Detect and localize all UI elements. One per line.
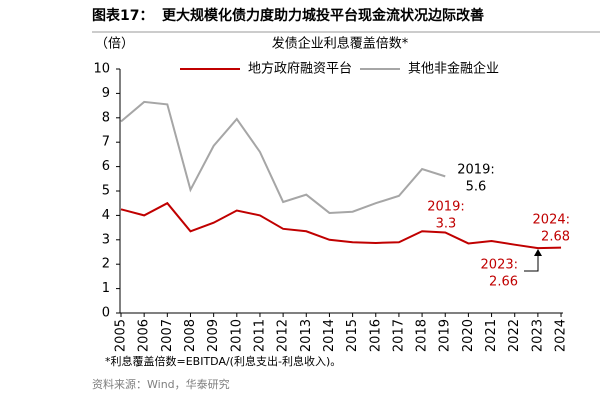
x-tick-label: 2015 [345,319,360,352]
x-tick-label: 2019 [438,319,453,352]
series-line [120,201,562,250]
x-tick-label: 2023 [530,319,545,352]
annotation: 3.3 [436,217,457,232]
figure-label: 图表17： [92,7,153,24]
annotation-arrowhead [534,249,542,256]
annotation: 2024: [533,213,570,228]
legend-label: 地方政府融资平台 [248,61,352,77]
footnote: *利息覆盖倍数=EBITDA/(利息支出-利息收入)。 [105,354,341,368]
y-tick-label: 6 [102,159,110,174]
x-tick-label: 2022 [507,319,522,352]
x-tick-label: 2006 [137,319,152,352]
x-tick-label: 2012 [276,319,291,352]
x-tick-label: 2014 [322,319,337,352]
x-tick-label: 2013 [299,319,314,352]
x-tick-label: 2017 [391,319,406,352]
y-tick-label: 7 [102,135,110,150]
annotation: 2.68 [541,230,570,245]
series-line [120,100,446,214]
x-tick-label: 2011 [252,319,267,352]
y-tick-label: 2 [102,257,110,272]
y-tick-label: 8 [102,110,110,125]
y-tick-label: 4 [102,208,110,223]
legend-label: 其他非金融企业 [408,61,499,77]
annotation-arrow [524,252,539,272]
y-tick-label: 1 [102,281,110,296]
annotation: 2019: [457,163,494,178]
y-tick-label: 10 [93,62,110,77]
source: 资料来源：Wind，华泰研究 [92,377,230,391]
y-tick-label: 5 [102,184,110,199]
chart-title: 更大规模化债力度助力城投平台现金流状况边际改善 [162,7,484,24]
x-tick-label: 2016 [368,319,383,352]
y-tick-label: 0 [102,306,110,321]
x-tick-label: 2010 [229,319,244,352]
x-tick-label: 2018 [415,319,430,352]
y-tick-label: 3 [102,232,110,247]
y-tick-label: 9 [102,86,110,101]
x-tick-label: 2009 [206,319,221,352]
annotation: 2023: [481,258,518,273]
x-tick-label: 2007 [160,319,175,352]
chart-subtitle: 发债企业利息覆盖倍数* [272,36,409,52]
annotation: 5.6 [466,180,487,195]
x-tick-label: 2021 [484,319,499,352]
y-axis-label: （倍） [95,37,134,52]
x-tick-label: 2005 [114,319,129,352]
x-tick-label: 2024 [554,319,569,352]
annotation: 2.66 [489,275,518,290]
annotation: 2019: [427,200,464,215]
x-tick-label: 2020 [461,319,476,352]
x-tick-label: 2008 [183,319,198,352]
